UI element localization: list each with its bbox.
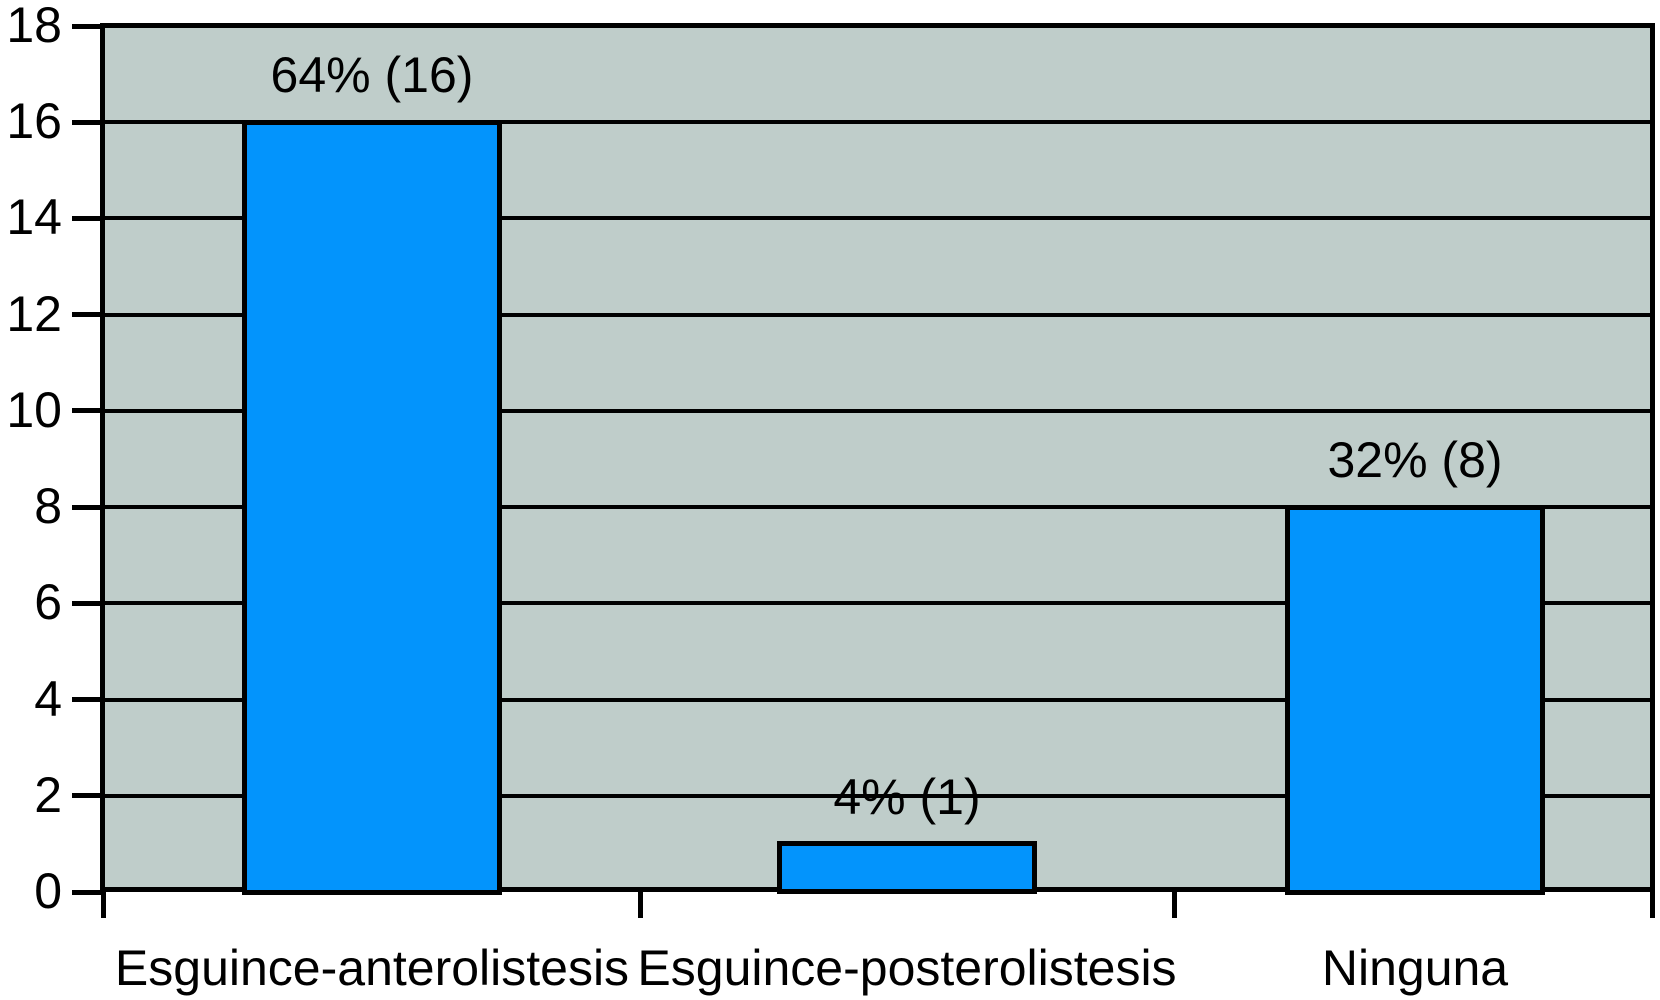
gridline bbox=[105, 312, 1650, 317]
y-axis-tick bbox=[72, 601, 102, 606]
x-axis-category-label: Ninguna bbox=[1321, 940, 1509, 996]
y-axis-tick bbox=[72, 216, 102, 221]
x-axis-tick bbox=[1650, 890, 1655, 918]
y-axis-tick-label: 8 bbox=[34, 478, 62, 534]
gridline bbox=[105, 505, 1650, 510]
y-axis-tick-label: 0 bbox=[34, 863, 62, 919]
bar-value-label: 4% (1) bbox=[833, 769, 981, 825]
bar-value-label: 64% (16) bbox=[270, 47, 474, 103]
y-axis-tick bbox=[72, 408, 102, 413]
y-axis-tick bbox=[72, 312, 102, 317]
y-axis-tick bbox=[72, 890, 102, 895]
x-axis-tick bbox=[101, 890, 106, 918]
gridline bbox=[105, 408, 1650, 413]
gridline bbox=[105, 793, 1650, 798]
x-axis-category-label: Esguince-anterolistesis bbox=[114, 940, 630, 996]
y-axis-tick-label: 6 bbox=[34, 574, 62, 630]
bar bbox=[242, 120, 502, 895]
y-axis-tick bbox=[72, 120, 102, 125]
y-axis-tick-label: 18 bbox=[6, 0, 62, 53]
x-axis-tick bbox=[638, 890, 643, 918]
gridline bbox=[105, 697, 1650, 702]
y-axis-tick bbox=[72, 24, 102, 29]
x-axis-category-label: Esguince-posterolistesis bbox=[637, 940, 1177, 996]
y-axis-tick bbox=[72, 697, 102, 702]
bar bbox=[777, 841, 1037, 894]
y-axis-tick-label: 16 bbox=[6, 93, 62, 149]
gridline bbox=[105, 216, 1650, 221]
gridline bbox=[105, 601, 1650, 606]
x-axis-tick bbox=[1172, 890, 1177, 918]
bar-value-label: 32% (8) bbox=[1327, 432, 1503, 488]
bar bbox=[1285, 505, 1545, 895]
y-axis-tick-label: 14 bbox=[6, 189, 62, 245]
y-axis-tick-label: 2 bbox=[34, 767, 62, 823]
gridline bbox=[105, 120, 1650, 125]
y-axis-tick-label: 4 bbox=[34, 671, 62, 727]
y-axis-tick-label: 10 bbox=[6, 382, 62, 438]
y-axis-tick-label: 12 bbox=[6, 286, 62, 342]
y-axis-tick bbox=[72, 505, 102, 510]
y-axis-tick bbox=[72, 793, 102, 798]
